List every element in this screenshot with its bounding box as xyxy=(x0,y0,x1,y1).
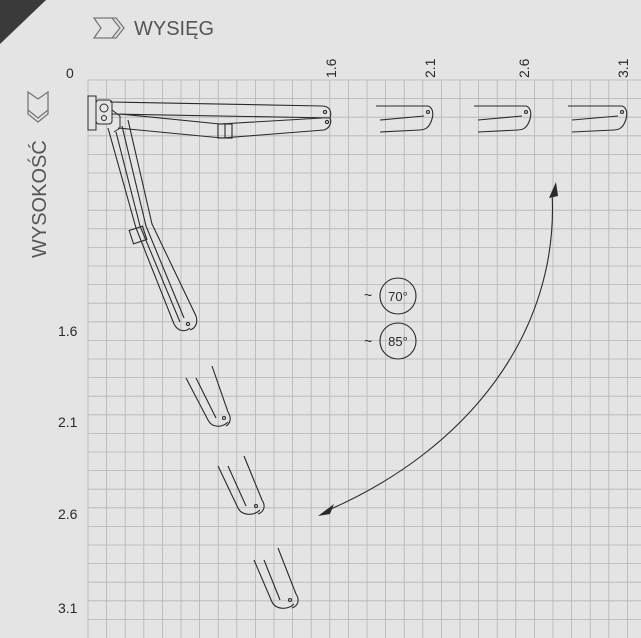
grid xyxy=(87,79,641,638)
angle-value: 85° xyxy=(388,334,408,349)
wall-bracket xyxy=(87,95,121,133)
front-bar-stub xyxy=(568,105,628,133)
y-tick-label: 1.6 xyxy=(58,323,78,339)
front-bar-stub xyxy=(185,365,231,427)
front-bar-stubs-lowered xyxy=(185,365,299,609)
y-tick-label: 3.1 xyxy=(58,600,78,616)
front-bar-stub xyxy=(217,455,265,515)
approx-symbol: ~ xyxy=(364,287,372,303)
x-tick-label: 2.6 xyxy=(516,58,532,78)
y-tick-label: 2.6 xyxy=(58,506,78,522)
angle-badge-85: ~ 85° xyxy=(364,322,417,360)
angle-badge-circle xyxy=(379,322,417,360)
y-tick-label: 2.1 xyxy=(58,414,78,430)
y-axis-title-group: WYSOKOŚĆ xyxy=(27,90,51,258)
y-axis-title: WYSOKOŚĆ xyxy=(27,140,51,258)
double-arrow-down-icon xyxy=(27,90,49,123)
awning-arm-horizontal xyxy=(109,101,332,139)
angle-badge-70: ~ 70° xyxy=(364,277,417,315)
front-bar-stub xyxy=(376,105,434,133)
x-axis-title: WYSIĘG xyxy=(134,18,214,40)
x-tick-label: 3.1 xyxy=(615,58,631,78)
angle-arc xyxy=(318,182,558,516)
double-arrow-right-icon xyxy=(92,17,125,39)
angle-badge-circle xyxy=(379,277,417,315)
arrowhead-up-icon xyxy=(549,182,558,198)
x-axis-title-group: WYSIĘG xyxy=(92,17,214,40)
arrowhead-down-icon xyxy=(318,504,334,516)
angle-value: 70° xyxy=(388,289,408,304)
awning-arm-lowered xyxy=(107,119,198,332)
x-tick-label: 2.1 xyxy=(422,58,438,78)
x-tick-label: 1.6 xyxy=(323,58,339,78)
front-bar-stub xyxy=(474,105,532,133)
origin-label: 0 xyxy=(66,65,74,81)
corner-triangle xyxy=(0,0,46,44)
approx-symbol: ~ xyxy=(364,333,372,349)
front-bar-stubs xyxy=(376,105,628,133)
front-bar-stub xyxy=(253,547,299,609)
